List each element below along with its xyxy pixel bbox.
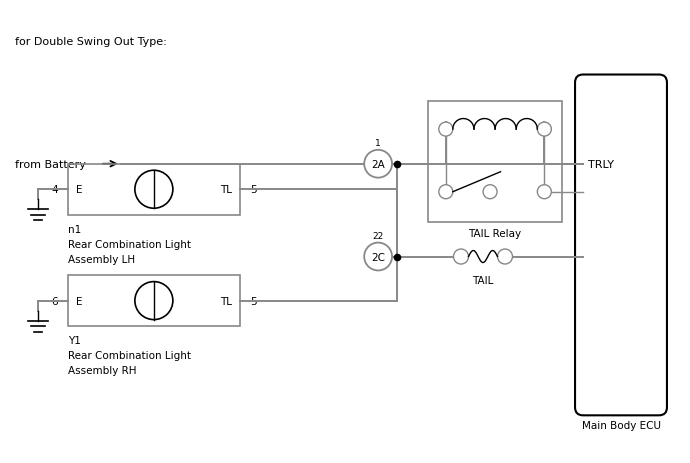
Text: 4: 4 bbox=[51, 185, 58, 195]
Text: E: E bbox=[76, 185, 82, 195]
Text: n1: n1 bbox=[68, 224, 81, 234]
Text: TRLY: TRLY bbox=[588, 159, 614, 169]
Bar bbox=[68, 164, 240, 215]
Circle shape bbox=[453, 250, 469, 264]
Circle shape bbox=[497, 250, 513, 264]
Text: Rear Combination Light: Rear Combination Light bbox=[68, 350, 190, 360]
Circle shape bbox=[364, 243, 392, 271]
Text: TL: TL bbox=[220, 296, 232, 306]
Text: E: E bbox=[76, 296, 82, 306]
Text: Y1: Y1 bbox=[68, 335, 81, 345]
Text: TL: TL bbox=[220, 185, 232, 195]
Text: 22: 22 bbox=[373, 231, 384, 240]
Bar bbox=[68, 275, 240, 326]
Circle shape bbox=[364, 150, 392, 178]
Text: 6: 6 bbox=[51, 296, 58, 306]
Text: Rear Combination Light: Rear Combination Light bbox=[68, 239, 190, 249]
Text: 5: 5 bbox=[250, 296, 257, 306]
Text: 1: 1 bbox=[375, 138, 381, 148]
Text: Main Body ECU: Main Body ECU bbox=[582, 420, 660, 431]
Circle shape bbox=[439, 185, 453, 199]
Text: Assembly RH: Assembly RH bbox=[68, 365, 136, 375]
Text: 5: 5 bbox=[250, 185, 257, 195]
Text: for Double Swing Out Type:: for Double Swing Out Type: bbox=[15, 37, 167, 47]
Bar bbox=[428, 102, 562, 222]
Text: TAIL Relay: TAIL Relay bbox=[469, 228, 522, 238]
Circle shape bbox=[538, 123, 551, 137]
Text: 2C: 2C bbox=[371, 252, 385, 262]
Circle shape bbox=[439, 123, 453, 137]
Text: Assembly LH: Assembly LH bbox=[68, 254, 135, 264]
Circle shape bbox=[538, 185, 551, 199]
Text: from Battery: from Battery bbox=[15, 159, 86, 169]
Text: 2A: 2A bbox=[371, 159, 385, 169]
Circle shape bbox=[483, 185, 497, 199]
Text: TAIL: TAIL bbox=[473, 275, 493, 285]
